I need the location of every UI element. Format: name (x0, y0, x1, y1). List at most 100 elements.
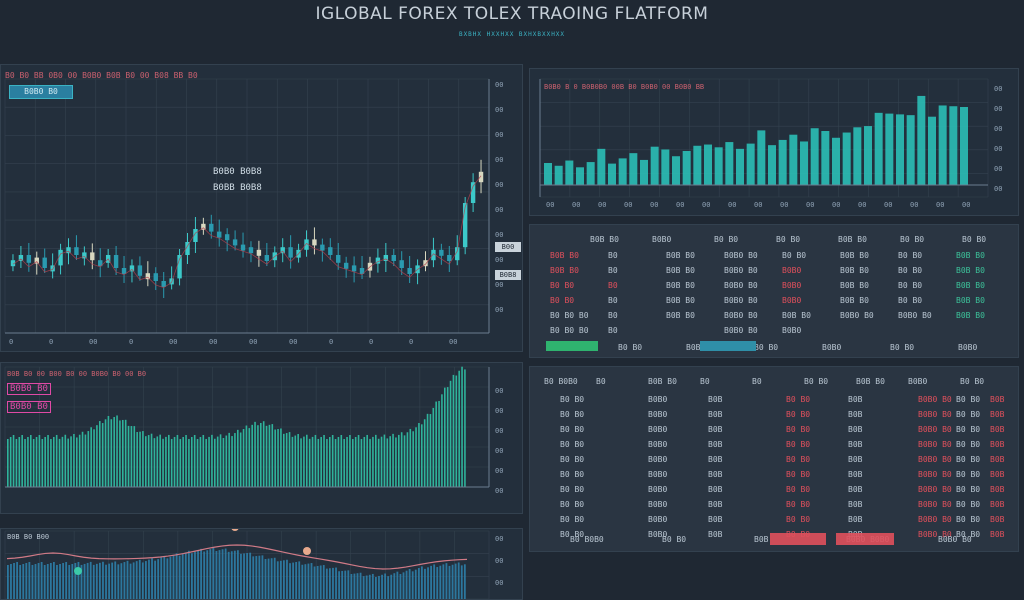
line-chart-panel[interactable]: 00 00 00 B0B B0 B00 (0, 528, 523, 600)
order-book-cell[interactable]: B0B (708, 500, 723, 509)
order-book-cell[interactable]: B0 B0 (956, 530, 981, 539)
quote-cell[interactable]: B0 B0 B0 (550, 311, 589, 320)
order-book-cell[interactable]: B0B (708, 455, 723, 464)
order-book-cell[interactable]: B0 B0 (786, 425, 811, 434)
order-book-cell[interactable]: B0 B0 (786, 485, 811, 494)
order-book-cell[interactable]: B0 B0 (786, 470, 811, 479)
quote-footer-cell[interactable]: B0 B0 (618, 343, 643, 352)
order-book-panel[interactable]: B0 B0B0 B0 B0B B0 B0 B0 B0 B0 B0B B0 B0B0 B0 B0 B… (529, 366, 1019, 552)
quote-cell[interactable]: B0B B0 (840, 251, 869, 260)
volume-chart-panel[interactable]: 00 00 00 00 00 00 B0B B0 00 B00 B0 00 B0B0 B0… (0, 362, 523, 514)
order-book-cell[interactable]: B0B0 B0 (918, 530, 952, 539)
order-book-cell[interactable]: B0B (848, 515, 863, 524)
quote-cell[interactable]: B0 B0 (898, 266, 923, 275)
order-book-cell[interactable]: B0 B0 (786, 515, 811, 524)
order-book-cell[interactable]: B0B0 (648, 530, 668, 539)
quote-cell[interactable]: B0B0 B0 (724, 251, 758, 260)
order-book-cell[interactable]: B0B (708, 395, 723, 404)
order-book-cell[interactable]: B0B0 B0 (918, 410, 952, 419)
quote-cell[interactable]: B0B0 B0 (724, 281, 758, 290)
order-book-footer-cell[interactable]: B0B (754, 535, 769, 544)
order-book-cell[interactable]: B0B (708, 515, 723, 524)
quote-cell[interactable]: B0B B0 (550, 251, 579, 260)
quote-cell[interactable]: B0B B0 (666, 311, 695, 320)
order-book-cell[interactable]: B0B (990, 440, 1005, 449)
order-book-footer-cell[interactable]: B0B0 B0 (938, 535, 972, 544)
order-book-cell[interactable]: B0B (848, 455, 863, 464)
order-book-cell[interactable]: B0B (708, 410, 723, 419)
order-book-cell[interactable]: B0B (990, 530, 1005, 539)
order-book-cell[interactable]: B0 B0 (786, 455, 811, 464)
order-book-cell[interactable]: B0 B0 (560, 455, 585, 464)
line-chart[interactable]: 00 00 00 (1, 529, 522, 599)
quote-cell[interactable]: B0B0 B0 (898, 311, 932, 320)
order-book-cell[interactable]: B0 B0 (560, 395, 585, 404)
quote-cell[interactable]: B0B B0 (666, 251, 695, 260)
quote-cell[interactable]: B0B B0 (550, 266, 579, 275)
quote-cell[interactable]: B0B0 B0 (724, 296, 758, 305)
quote-cell[interactable]: B0B0 (782, 266, 802, 275)
order-book-cell[interactable]: B0 B0 (786, 395, 811, 404)
order-book-cell[interactable]: B0B (990, 395, 1005, 404)
quote-cell[interactable]: B0 (608, 251, 618, 260)
quote-cell[interactable]: B0 B0 (782, 251, 807, 260)
quote-board-panel[interactable]: B0B B0 B0B0 B0 B0 B0 B0 B0B B0 B0 B0 B0 B0 B0B … (529, 224, 1019, 358)
order-book-cell[interactable]: B0B (708, 425, 723, 434)
order-book-cell[interactable]: B0B0 (648, 395, 668, 404)
order-book-cell[interactable]: B0 B0 (560, 515, 585, 524)
order-book-cell[interactable]: B0B (848, 500, 863, 509)
order-book-cell[interactable]: B0B (990, 455, 1005, 464)
quote-cell[interactable]: B0 (608, 326, 618, 335)
order-book-cell[interactable]: B0B (848, 395, 863, 404)
order-book-cell[interactable]: B0 B0 (956, 515, 981, 524)
order-book-cell[interactable]: B0 B0 (956, 470, 981, 479)
order-book-cell[interactable]: B0 B0 (560, 470, 585, 479)
quote-board[interactable]: B0B B0 B0B0 B0 B0 B0 B0 B0B B0 B0 B0 B0 B0 B0B … (530, 225, 1018, 357)
order-book-cell[interactable]: B0 B0 (560, 530, 585, 539)
quote-cell[interactable]: B0B B0 (840, 266, 869, 275)
order-book-cell[interactable]: B0B (848, 485, 863, 494)
quote-cell[interactable]: B0B B0 (782, 311, 811, 320)
order-book-cell[interactable]: B0 B0 (560, 425, 585, 434)
quote-cell[interactable]: B0B B0 (840, 296, 869, 305)
order-book-cell[interactable]: B0B0 B0 (918, 470, 952, 479)
quote-cell[interactable]: B0 B0 (550, 296, 575, 305)
quote-cell[interactable]: B0B B0 (956, 251, 985, 260)
order-book-cell[interactable]: B0B0 (648, 515, 668, 524)
order-book-cell[interactable]: B0B (990, 500, 1005, 509)
order-book-cell[interactable]: B0 B0 (560, 500, 585, 509)
order-book-cell[interactable]: B0B0 B0 (918, 455, 952, 464)
order-book-footer-cell[interactable]: B0 B0 (662, 535, 687, 544)
order-book-cell[interactable]: B0B (848, 470, 863, 479)
order-book-cell[interactable]: B0B0 B0 (918, 425, 952, 434)
order-book-cell[interactable]: B0B (990, 470, 1005, 479)
quote-cell[interactable]: B0B B0 (956, 296, 985, 305)
quote-cell[interactable]: B0B0 B0 (840, 311, 874, 320)
order-book-cell[interactable]: B0B (848, 440, 863, 449)
order-book-cell[interactable]: B0B0 (648, 485, 668, 494)
quote-cell[interactable]: B0B0 (782, 296, 802, 305)
bar-chart[interactable]: 00 00 00 00 00 00 00 00 00 00 00 00 00 00 00 00 00 00 00 00… (530, 69, 1018, 215)
order-book-cell[interactable]: B0 B0 (956, 410, 981, 419)
quote-cell[interactable]: B0 (608, 266, 618, 275)
quote-cell[interactable]: B0B B0 (666, 266, 695, 275)
quote-footer-cell[interactable]: B0 B0 (890, 343, 915, 352)
order-book-cell[interactable]: B0 B0 (560, 440, 585, 449)
order-book-cell[interactable]: B0B0 B0 (918, 395, 952, 404)
order-book-cell[interactable]: B0 B0 (786, 410, 811, 419)
order-book-cell[interactable]: B0 B0 (560, 410, 585, 419)
order-book-cell[interactable]: B0 B0 (956, 395, 981, 404)
order-book-cell[interactable]: B0 B0 (560, 485, 585, 494)
order-book-cell[interactable]: B0B0 B0 (918, 500, 952, 509)
quote-cell[interactable]: B0 (608, 311, 618, 320)
bar-chart-panel[interactable]: 00 00 00 00 00 00 00 00 00 00 00 00 00 00 00 00 00 00 00 00… (529, 68, 1019, 216)
quote-cell[interactable]: B0B0 B0 (724, 311, 758, 320)
order-book-cell[interactable]: B0 B0 (956, 485, 981, 494)
quote-cell[interactable]: B0 B0 (898, 281, 923, 290)
quote-cell[interactable]: B0B B0 (840, 281, 869, 290)
order-book[interactable]: B0 B0B0 B0 B0B B0 B0 B0 B0 B0 B0B B0 B0B0 B0 B0 B… (530, 367, 1018, 551)
order-book-cell[interactable]: B0B (848, 425, 863, 434)
quote-cell[interactable]: B0B0 B0 (724, 266, 758, 275)
order-book-cell[interactable]: B0 B0 (956, 425, 981, 434)
